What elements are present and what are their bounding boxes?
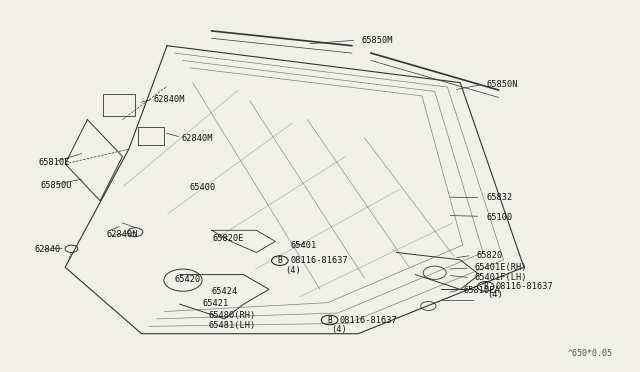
Text: B: B <box>327 315 332 324</box>
Text: 62840M: 62840M <box>153 95 184 104</box>
Text: 65810EA: 65810EA <box>463 286 500 295</box>
Text: 65401F(LH): 65401F(LH) <box>474 273 527 282</box>
Text: 65820E: 65820E <box>213 234 244 243</box>
Text: B: B <box>278 256 282 265</box>
Text: 65850U: 65850U <box>41 182 72 190</box>
Text: 62840N: 62840N <box>106 230 138 239</box>
Text: (4): (4) <box>285 266 301 275</box>
Text: 65820: 65820 <box>476 251 502 260</box>
Text: 65420: 65420 <box>175 275 201 283</box>
Text: 65850N: 65850N <box>487 80 518 89</box>
Text: 65100: 65100 <box>487 213 513 222</box>
Text: (4): (4) <box>487 291 502 299</box>
Text: B: B <box>483 282 488 291</box>
Text: 65832: 65832 <box>487 193 513 202</box>
Text: 08116-81637: 08116-81637 <box>290 256 348 265</box>
Text: 65480(RH): 65480(RH) <box>209 311 256 320</box>
Text: 65401E(RH): 65401E(RH) <box>474 263 527 272</box>
Text: 65850M: 65850M <box>362 36 393 45</box>
Text: 62840: 62840 <box>35 245 61 254</box>
Text: (4): (4) <box>332 325 348 334</box>
Text: 65481(LH): 65481(LH) <box>209 321 256 330</box>
Text: 08116-81637: 08116-81637 <box>340 315 397 324</box>
Text: 65424: 65424 <box>212 287 238 296</box>
Text: ^650*0.05: ^650*0.05 <box>568 349 613 358</box>
Text: 62840M: 62840M <box>181 134 212 142</box>
Text: 65421: 65421 <box>202 299 228 308</box>
Text: 08116-81637: 08116-81637 <box>496 282 554 291</box>
Text: 65810E: 65810E <box>38 157 70 167</box>
Text: 65400: 65400 <box>189 183 216 192</box>
Text: 65401: 65401 <box>290 241 316 250</box>
